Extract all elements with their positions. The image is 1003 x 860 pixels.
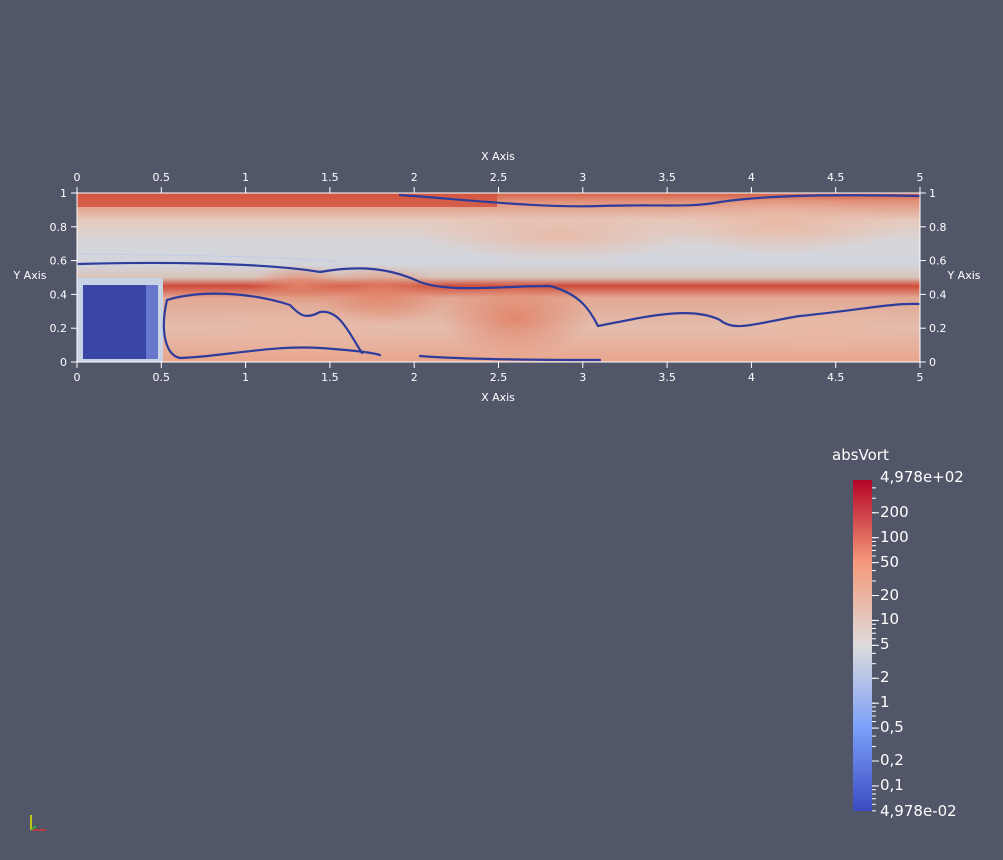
x-tick-label-bottom: 3.5	[658, 371, 676, 384]
y-tick-label-right: 0	[929, 356, 936, 369]
x-axis-title-top: X Axis	[481, 150, 515, 163]
legend-label: 50	[880, 552, 900, 571]
x-tick-label-top: 1	[242, 171, 249, 184]
x-tick-label-bottom: 1.5	[321, 371, 339, 384]
x-axis-bottom: 0 0.5 1 1.5 2 2.5 3 3.5 4 4.5 5	[74, 362, 924, 384]
y-tick-label-left: 1	[60, 187, 67, 200]
legend-max-label: 4,978e+02	[880, 468, 964, 486]
colorbar-ticks	[872, 487, 879, 812]
y-tick-label-right: 0.6	[929, 255, 947, 268]
x-tick-label-top: 3	[579, 171, 586, 184]
x-tick-label-bottom: 4.5	[827, 371, 845, 384]
x-tick-label-bottom: 3	[579, 371, 586, 384]
x-tick-label-top: 0	[74, 171, 81, 184]
legend-label: 0,2	[880, 751, 904, 770]
legend-label: 2	[880, 668, 890, 687]
y-tick-label-right: 0.8	[929, 221, 947, 234]
x-tick-label-bottom: 1	[242, 371, 249, 384]
x-tick-label-top: 1.5	[321, 171, 339, 184]
y-tick-label-left: 0.8	[50, 221, 68, 234]
vorticity-field	[77, 193, 920, 362]
y-tick-label-left: 0.2	[50, 322, 68, 335]
y-tick-label-left: 0	[60, 356, 67, 369]
legend-label: 10	[880, 610, 900, 629]
x-axis-top: 0 0.5 1 1.5 2 2.5 3 3.5 4 4.5 5	[74, 171, 924, 193]
legend-label: 100	[880, 527, 909, 546]
x-tick-label-top: 2	[411, 171, 418, 184]
legend-label: 20	[880, 585, 900, 604]
x-tick-label-bottom: 4	[748, 371, 755, 384]
y-axis-title-right: Y Axis	[946, 269, 980, 282]
legend-label: 0,5	[880, 718, 904, 737]
y-tick-label-right: 0.4	[929, 288, 947, 301]
y-tick-label-left: 0.6	[50, 255, 68, 268]
legend-title: absVort	[832, 446, 889, 464]
x-tick-label-top: 3.5	[658, 171, 676, 184]
x-tick-label-bottom: 5	[917, 371, 924, 384]
x-tick-label-bottom: 0.5	[153, 371, 171, 384]
y-tick-label-right: 1	[929, 187, 936, 200]
legend-label: 5	[880, 635, 890, 654]
x-tick-label-top: 2.5	[490, 171, 508, 184]
colorbar	[853, 480, 872, 811]
legend-label: 200	[880, 502, 909, 521]
y-axis-right: 0 0.2 0.4 0.6 0.8 1	[920, 187, 947, 369]
y-axis-left: 0 0.2 0.4 0.6 0.8 1	[50, 187, 77, 369]
legend-label: 0,1	[880, 775, 904, 794]
x-tick-label-bottom: 2	[411, 371, 418, 384]
x-axis-title-bottom: X Axis	[481, 391, 515, 404]
x-tick-label-top: 5	[917, 171, 924, 184]
y-tick-label-right: 0.2	[929, 322, 947, 335]
x-tick-label-top: 4.5	[827, 171, 845, 184]
axes-triad-icon	[30, 815, 46, 831]
x-tick-label-top: 0.5	[153, 171, 171, 184]
x-tick-label-bottom: 0	[74, 371, 81, 384]
legend-label: 1	[880, 693, 890, 712]
y-tick-label-left: 0.4	[50, 288, 68, 301]
x-tick-label-top: 4	[748, 171, 755, 184]
y-axis-title-left: Y Axis	[12, 269, 46, 282]
legend-min-label: 4,978e-02	[880, 802, 957, 820]
x-tick-label-bottom: 2.5	[490, 371, 508, 384]
